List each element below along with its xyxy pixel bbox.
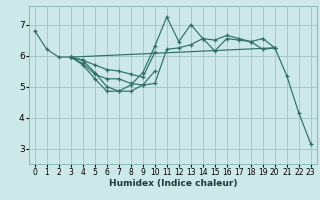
X-axis label: Humidex (Indice chaleur): Humidex (Indice chaleur)	[108, 179, 237, 188]
